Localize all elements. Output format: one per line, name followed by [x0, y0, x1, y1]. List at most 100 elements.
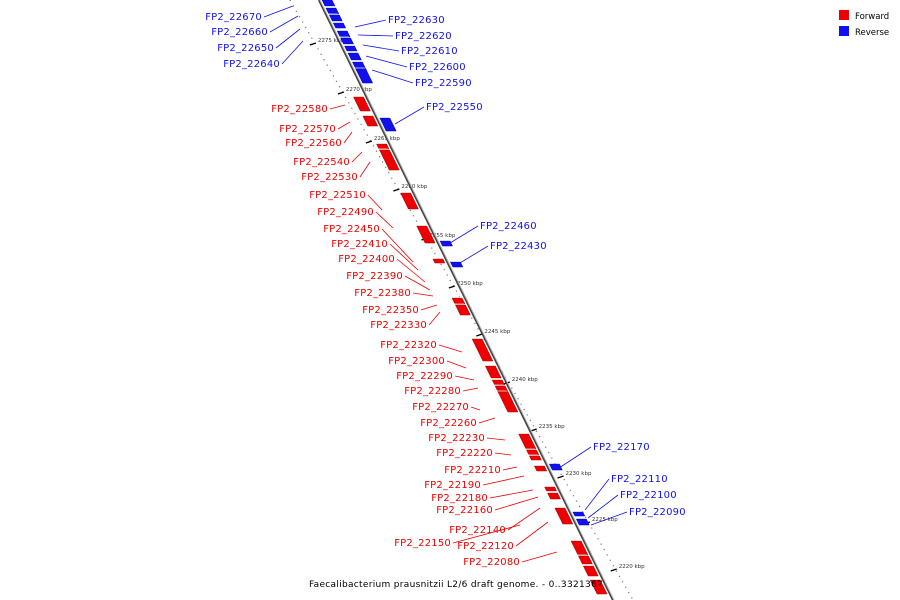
tick-label: 2230 kbp [566, 471, 592, 477]
gene-feature-rev-15[interactable] [574, 517, 590, 526]
gene-feature-rev-10[interactable] [377, 116, 397, 132]
gene-label[interactable]: FP2_22180 [431, 493, 488, 504]
gene-label[interactable]: FP2_22140 [449, 525, 506, 536]
leader-line [381, 228, 414, 263]
gene-label[interactable]: FP2_22630 [388, 15, 445, 26]
gene-feature-fwd-18[interactable] [542, 485, 557, 492]
gene-feature-rev-5[interactable] [338, 36, 354, 45]
gene-label[interactable]: FP2_22660 [211, 27, 268, 38]
gene-label[interactable]: FP2_22230 [428, 433, 485, 444]
gene-label[interactable]: FP2_22590 [415, 78, 472, 89]
gene-label[interactable]: FP2_22110 [611, 474, 668, 485]
gene-label[interactable]: FP2_22350 [362, 305, 419, 316]
gene-label[interactable]: FP2_22430 [490, 241, 547, 252]
tick-label: 2240 kbp [512, 377, 538, 383]
gene-feature-rev-7[interactable] [345, 51, 362, 61]
gene-feature-fwd-1[interactable] [360, 114, 379, 127]
gene-label[interactable]: FP2_22600 [409, 62, 466, 73]
gene-feature-fwd-16[interactable] [527, 454, 542, 461]
gene-label[interactable]: FP2_22560 [285, 138, 342, 149]
gene-label[interactable]: FP2_22550 [426, 102, 483, 113]
gene-label[interactable]: FP2_22220 [436, 448, 493, 459]
gene-feature-fwd-17[interactable] [532, 464, 548, 472]
gene-feature-fwd-13[interactable] [496, 390, 519, 413]
gene-feature-fwd-7[interactable] [450, 296, 466, 305]
gene-feature-fwd-10[interactable] [483, 364, 502, 379]
gene-label[interactable]: FP2_22650 [217, 43, 274, 54]
gene-label[interactable]: FP2_22400 [338, 254, 395, 265]
gene-label[interactable]: FP2_22160 [436, 505, 493, 516]
gene-feature-fwd-4[interactable] [398, 191, 419, 210]
gene-feature-fwd-19[interactable] [545, 491, 561, 500]
gene-feature-fwd-23[interactable] [581, 564, 599, 577]
gene-label[interactable]: FP2_22490 [317, 207, 374, 218]
gene-label[interactable]: FP2_22280 [404, 386, 461, 397]
gene-label[interactable]: FP2_22410 [331, 239, 388, 250]
gene-feature-fwd-0[interactable] [351, 95, 371, 112]
gene-feature-rev-14[interactable] [570, 510, 586, 517]
gene-label[interactable]: FP2_22170 [593, 442, 650, 453]
leader-line [486, 437, 506, 441]
gene-feature-fwd-24[interactable] [588, 578, 608, 595]
gene-label[interactable]: FP2_22270 [412, 402, 469, 413]
gene-feature-fwd-12[interactable] [493, 384, 509, 393]
gene-label[interactable]: FP2_22580 [271, 104, 328, 115]
gene-feature-rev-3[interactable] [331, 21, 347, 29]
gene-label[interactable]: FP2_22670 [205, 12, 262, 23]
gene-feature-fwd-8[interactable] [453, 303, 471, 316]
gene-label[interactable]: FP2_22620 [395, 31, 452, 42]
gene-label[interactable]: FP2_22210 [444, 465, 501, 476]
gene-label[interactable]: FP2_22530 [301, 172, 358, 183]
gene-label[interactable]: FP2_22570 [279, 124, 336, 135]
gene-feature-rev-12[interactable] [448, 260, 464, 268]
gene-feature-fwd-14[interactable] [516, 432, 537, 450]
leader-line [587, 494, 619, 519]
gene-feature-rev-0[interactable] [320, 0, 336, 7]
gene-label[interactable]: FP2_22320 [380, 340, 437, 351]
gene-label[interactable]: FP2_22330 [370, 320, 427, 331]
gene-feature-fwd-20[interactable] [552, 506, 574, 525]
gene-feature-rev-9[interactable] [353, 67, 374, 84]
gene-feature-rev-2[interactable] [327, 13, 343, 22]
gene-label[interactable]: FP2_22610 [401, 46, 458, 57]
gene-label[interactable]: FP2_22150 [394, 538, 451, 549]
gene-label[interactable]: FP2_22450 [323, 224, 380, 235]
gene-feature-rev-6[interactable] [342, 44, 358, 52]
gene-label[interactable]: FP2_22540 [293, 157, 350, 168]
gene-feature-rev-1[interactable] [323, 6, 340, 15]
gene-label[interactable]: FP2_22380 [354, 288, 411, 299]
gene-feature-rev-4[interactable] [335, 29, 351, 38]
gene-feature-fwd-3[interactable] [377, 148, 400, 171]
gene-feature-fwd-2[interactable] [374, 142, 390, 150]
gene-feature-fwd-11[interactable] [490, 378, 506, 386]
gene-feature-rev-13[interactable] [547, 462, 563, 471]
gene-label[interactable]: FP2_22090 [629, 507, 686, 518]
gene-feature-fwd-22[interactable] [576, 554, 593, 565]
gene-feature-fwd-6[interactable] [430, 257, 446, 264]
tick-mark [309, 42, 317, 46]
tick-mark [530, 428, 537, 432]
gene-label[interactable]: FP2_22300 [388, 356, 445, 367]
tick-label: 2255 kbp [429, 233, 455, 239]
tick-label: 2275 kbp [318, 38, 344, 44]
gene-label[interactable]: FP2_22260 [420, 418, 477, 429]
gene-feature-fwd-9[interactable] [470, 337, 494, 362]
gene-label[interactable]: FP2_22190 [424, 480, 481, 491]
gene-feature-fwd-5[interactable] [414, 224, 436, 244]
gene-label[interactable]: FP2_22100 [620, 490, 677, 501]
gene-label[interactable]: FP2_22390 [346, 271, 403, 282]
gene-label[interactable]: FP2_22080 [463, 557, 520, 568]
leader-line [584, 478, 610, 511]
gene-feature-fwd-21[interactable] [569, 539, 589, 556]
leader-line [420, 304, 438, 311]
legend: Forward Reverse [839, 10, 889, 38]
gene-feature-fwd-15[interactable] [524, 448, 540, 456]
gene-label[interactable]: FP2_22510 [309, 190, 366, 201]
gene-label[interactable]: FP2_22290 [396, 371, 453, 382]
gene-label[interactable]: FP2_22120 [457, 541, 514, 552]
leader-line [337, 121, 351, 130]
gene-feature-rev-11[interactable] [438, 239, 453, 247]
leader-line [396, 258, 426, 283]
gene-label[interactable]: FP2_22640 [223, 59, 280, 70]
gene-label[interactable]: FP2_22460 [480, 221, 537, 232]
